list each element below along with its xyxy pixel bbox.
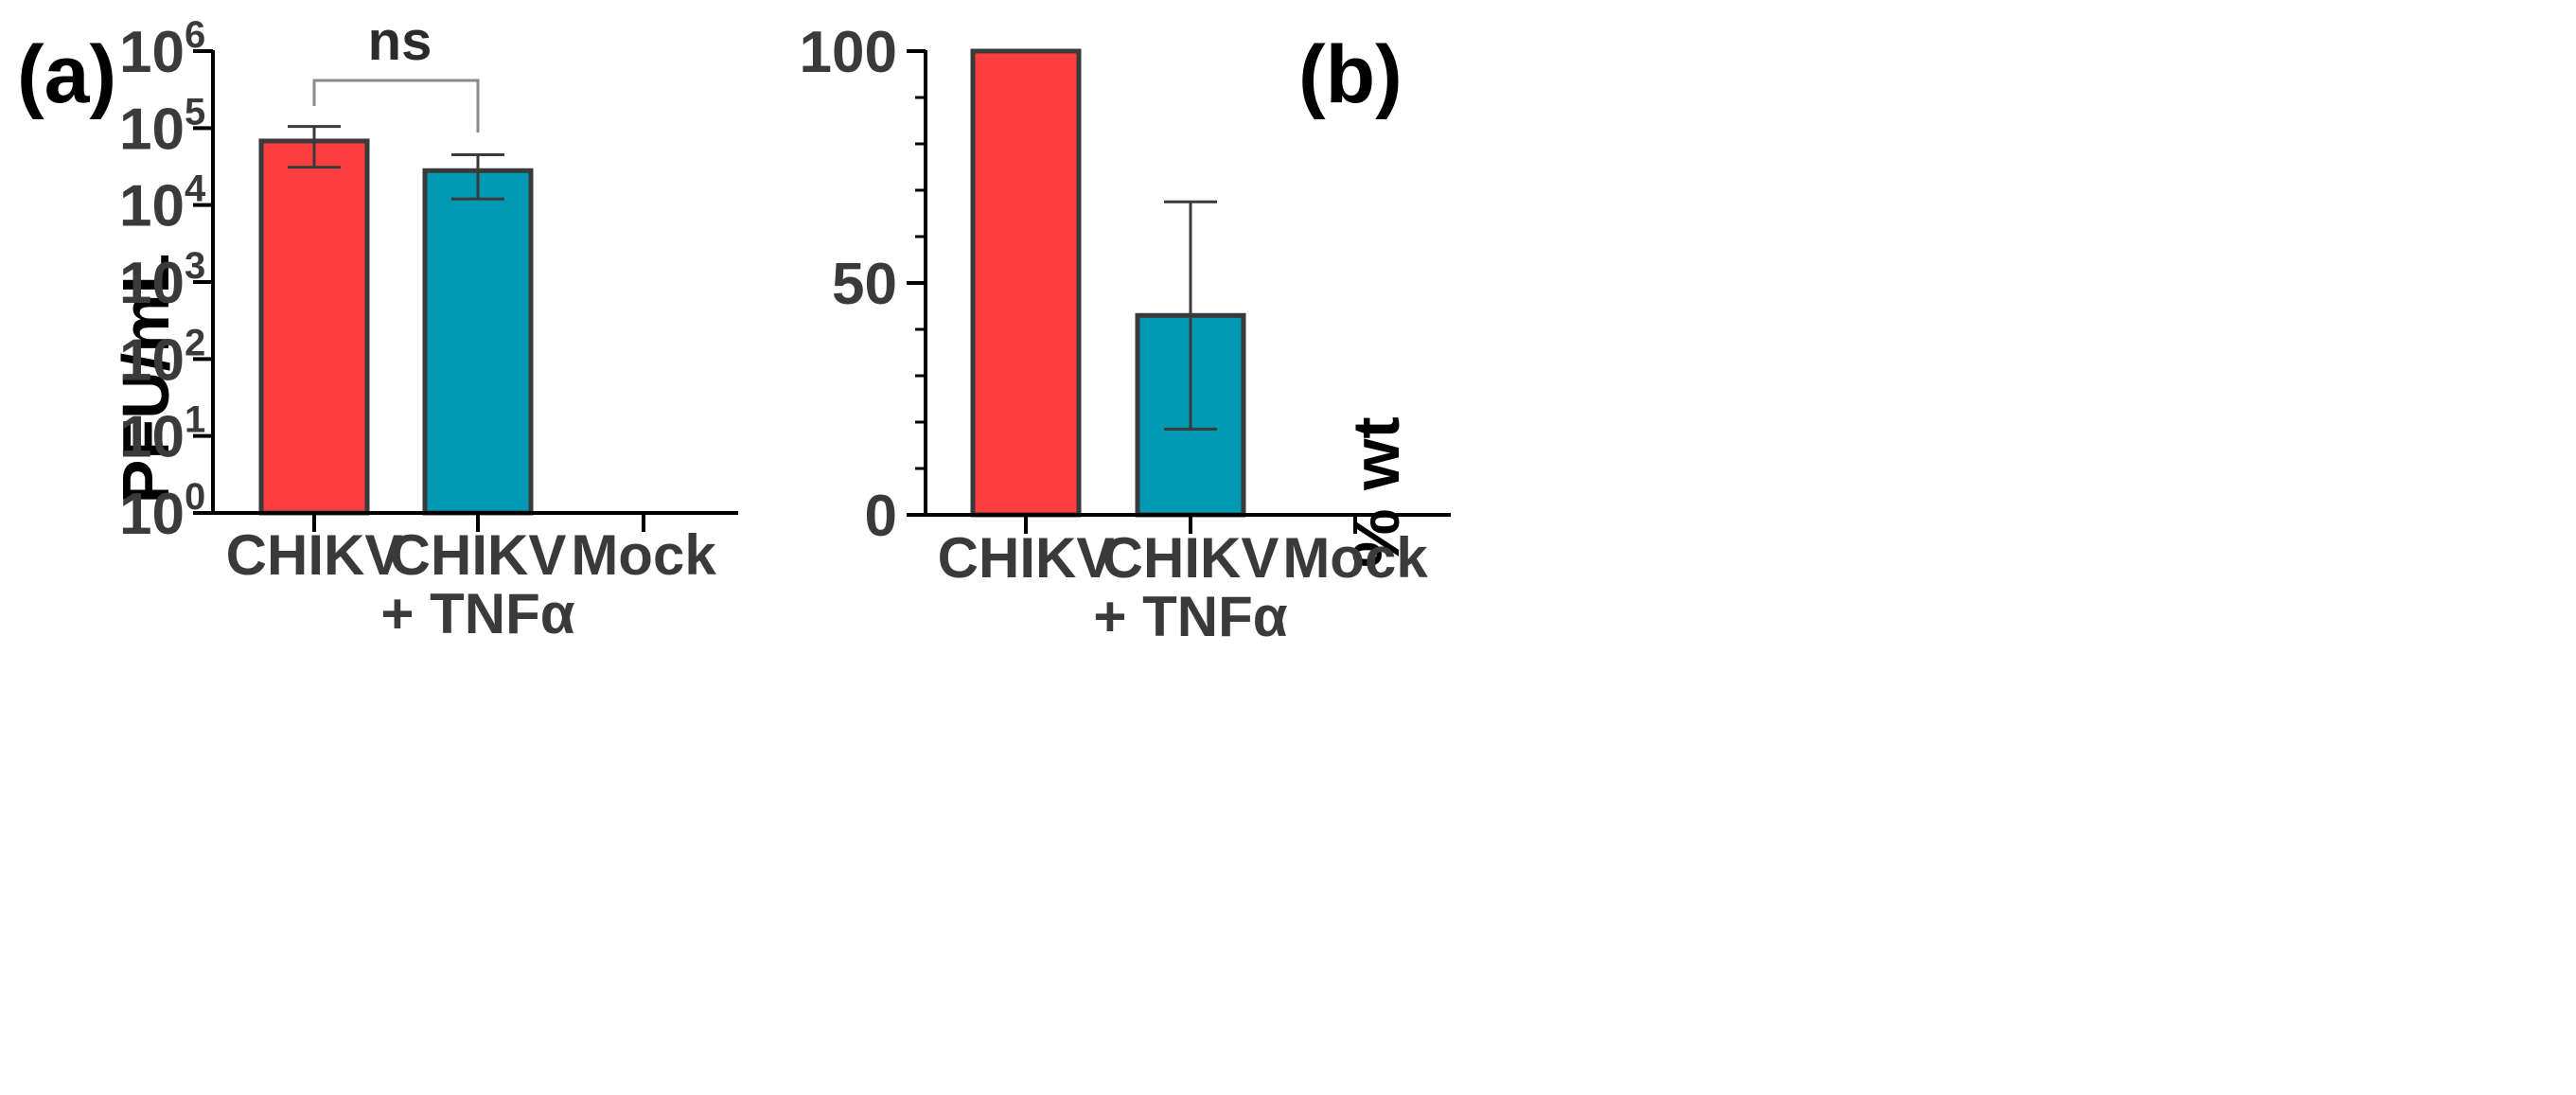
panel-a-significance-bracket: [312, 79, 480, 132]
panel-a-y-tick-label: 105: [119, 91, 205, 162]
panel-a-y-tick-label: 101: [119, 399, 205, 470]
panel-a-significance-label: ns: [368, 10, 432, 72]
panel-a-y-tick-label: 103: [119, 245, 205, 316]
panel-b-y-tick-label: 0: [865, 484, 897, 549]
panel-a-y-tick-label: 104: [119, 168, 206, 239]
panel-a-y-tick-label: 106: [119, 14, 205, 85]
panel-b-category-label: CHIKV: [938, 526, 1115, 590]
panel-b-category-label: CHIKV: [1103, 526, 1279, 590]
panel-a-category-label: Mock: [571, 523, 716, 587]
panel-a-category-label-line2: + TNFα: [380, 582, 574, 645]
panel-b-category-label-line2: + TNFα: [1093, 585, 1287, 648]
panel-b-bar: [970, 48, 1082, 518]
panel-a-y-tick-label: 100: [119, 476, 205, 547]
panel-a-category-label: CHIKV: [390, 523, 567, 587]
panel-b-y-tick-label: 50: [832, 252, 897, 317]
panel-a-y-tick-label: 102: [119, 322, 205, 393]
panel-b-y-tick-label: 100: [800, 20, 897, 85]
panel-b-y-axis-title: % wt: [1339, 416, 1413, 567]
panel-a-category-label: CHIKV: [226, 523, 403, 587]
panel-b-letter: (b): [1298, 29, 1403, 120]
panel-a-letter: (a): [17, 29, 116, 120]
panel-a-y-axis-title: PFU/mL: [109, 254, 183, 503]
panel-b-category-label: Mock: [1282, 526, 1428, 590]
panel-a-bar: [258, 138, 370, 516]
panel-a-bar: [422, 168, 534, 516]
